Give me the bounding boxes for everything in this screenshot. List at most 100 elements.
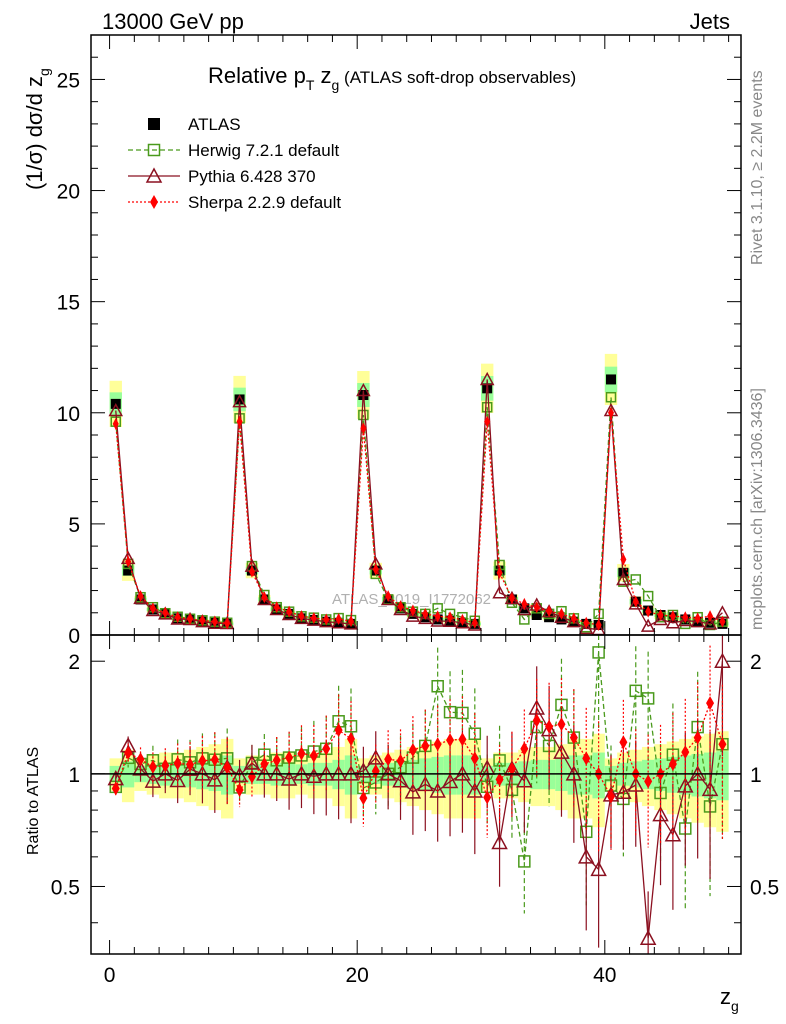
sherpa-2-2-9-default-point	[434, 610, 441, 623]
sherpa-2-2-9-default-point	[422, 607, 429, 620]
sherpa-2-2-9-default-point	[211, 615, 218, 628]
pythia-6-428-370-point	[702, 616, 718, 630]
x-tick-label: 40	[593, 964, 616, 987]
sherpa-2-2-9-default-ratio-point	[532, 713, 541, 728]
pythia-6-428-370-point	[343, 616, 359, 630]
pythia-6-428-370-point	[653, 611, 668, 626]
sherpa-2-2-9-default-point	[199, 614, 206, 627]
analysis-watermark: ATLAS_2019_I1772062	[332, 591, 491, 608]
pythia-6-428-370-point	[690, 614, 705, 628]
ratio-y-tick-label-right: 2	[750, 651, 762, 674]
sherpa-2-2-9-default-point	[459, 613, 466, 626]
herwig-7-2-1-default-ratio-point	[629, 684, 643, 698]
herwig-7-2-1-default-ratio-point	[456, 706, 469, 720]
pythia-6-428-370-ratio-point	[590, 860, 607, 877]
herwig-7-2-1-default-ratio-point	[344, 720, 358, 733]
pythia-6-428-370-point	[195, 614, 210, 628]
y-tick-label: 10	[57, 403, 80, 426]
atlas-point	[234, 394, 245, 405]
sherpa-2-2-9-default-ratio-point	[545, 719, 554, 734]
sherpa-2-2-9-default-point	[484, 415, 491, 428]
sherpa-2-2-9-default-ratio-point	[198, 753, 207, 768]
sherpa-2-2-9-default-point	[595, 619, 602, 631]
ratio-y-tick-label: 0.5	[51, 876, 80, 899]
sherpa-2-2-9-default-ratio-point	[322, 741, 331, 756]
top-y-axis-label: (1/σ) dσ/d zg	[22, 68, 52, 190]
sherpa-2-2-9-default-point	[471, 616, 478, 629]
sherpa-2-2-9-default-point	[657, 609, 664, 621]
sherpa-2-2-9-default-ratio-point	[619, 735, 628, 750]
sherpa-2-2-9-default-ratio-point	[272, 753, 281, 768]
sherpa-2-2-9-default-ratio-point	[495, 772, 504, 787]
sherpa-2-2-9-default-point	[608, 406, 614, 419]
herwig-7-2-1-default-ratio-point	[518, 855, 531, 868]
sherpa-2-2-9-default-point	[409, 604, 416, 617]
ratio-panel-frame	[90, 634, 742, 955]
sherpa-2-2-9-default-ratio-point	[693, 730, 702, 745]
pythia-6-428-370-point	[455, 615, 470, 629]
pythia-6-428-370-point	[170, 611, 185, 625]
sherpa-2-2-9-default-ratio-point	[557, 717, 566, 732]
pythia-6-428-370-ratio-point	[577, 848, 595, 864]
mcplots-reference-label: mcplots.cern.ch [arXiv:1306.3436]	[749, 388, 766, 630]
herwig-7-2-1-default-ratio-point	[468, 727, 482, 740]
ratio-y-axis-label: Ratio to ATLAS	[25, 747, 42, 855]
sherpa-2-2-9-default-ratio-point	[223, 760, 232, 775]
sherpa-2-2-9-default-ratio-point	[446, 733, 455, 748]
pythia-6-428-370-point	[628, 596, 644, 610]
pythia-6-428-370-ratio-point	[243, 754, 261, 770]
sherpa-2-2-9-default-point	[248, 565, 255, 578]
sherpa-2-2-9-default-point	[546, 605, 553, 618]
herwig-7-2-1-default-point	[358, 409, 369, 421]
header-right-label: Jets	[690, 9, 730, 34]
herwig-7-2-1-default-point	[481, 401, 493, 413]
sherpa-2-2-9-default-ratio-point	[706, 696, 715, 711]
sherpa-2-2-9-default-line	[115, 412, 723, 626]
sherpa-2-2-9-default-point	[137, 590, 144, 603]
sherpa-2-2-9-default-point	[533, 601, 540, 614]
pythia-6-428-370-point	[418, 610, 433, 625]
pythia-6-428-370-point	[467, 617, 483, 631]
pythia-6-428-370-point	[281, 606, 297, 621]
pythia-6-428-370-point	[207, 615, 223, 629]
legend-marker-herwig-7-2-1-default	[147, 143, 161, 157]
sherpa-2-2-9-default-point	[508, 592, 515, 605]
sherpa-2-2-9-default-point	[286, 605, 293, 618]
sherpa-2-2-9-default-ratio-point	[668, 756, 677, 771]
sherpa-2-2-9-default-ratio-point	[347, 731, 355, 746]
sherpa-2-2-9-default-point	[496, 566, 503, 579]
sherpa-2-2-9-default-point	[632, 595, 639, 608]
legend-marker-atlas	[148, 118, 160, 130]
sherpa-2-2-9-default-ratio-point	[235, 782, 244, 797]
sherpa-2-2-9-default-point	[558, 607, 565, 620]
sherpa-2-2-9-default-ratio-point	[334, 723, 343, 738]
sherpa-2-2-9-default-point	[707, 610, 714, 623]
pythia-6-428-370-point	[578, 620, 594, 635]
pythia-6-428-370-point	[405, 608, 421, 622]
pythia-6-428-370-point	[356, 382, 371, 397]
pythia-6-428-370-point	[331, 615, 346, 629]
sherpa-2-2-9-default-point	[521, 597, 528, 610]
sherpa-2-2-9-default-ratio-point	[607, 789, 615, 804]
sherpa-2-2-9-default-ratio-point	[396, 753, 405, 768]
sherpa-2-2-9-default-ratio-point	[161, 758, 170, 773]
sherpa-2-2-9-default-point	[310, 612, 317, 625]
pythia-6-428-370-point	[380, 591, 396, 606]
sherpa-2-2-9-default-point	[174, 611, 181, 624]
pythia-6-428-370-point	[492, 585, 507, 599]
pythia-6-428-370-ratio-point	[491, 833, 508, 850]
y-tick-label: 5	[68, 514, 80, 537]
pythia-6-428-370-ratio-point	[701, 780, 719, 797]
sherpa-2-2-9-default-point	[645, 605, 652, 618]
legend: ATLAS Herwig 7.2.1 default Pythia 6.428 37…	[128, 115, 341, 212]
legend-label-herwig-7-2-1-default: Herwig 7.2.1 default	[188, 141, 339, 160]
pythia-6-428-370-point	[294, 610, 309, 625]
sherpa-2-2-9-default-ratio-line	[115, 701, 724, 801]
pythia-6-428-370-point	[318, 614, 334, 628]
sherpa-2-2-9-default-ratio-point	[136, 752, 145, 767]
sherpa-2-2-9-default-point	[298, 610, 305, 623]
herwig-7-2-1-default-ratio-point	[443, 705, 457, 719]
sherpa-2-2-9-default-point	[620, 553, 627, 566]
sherpa-2-2-9-default-ratio-point	[470, 751, 479, 766]
